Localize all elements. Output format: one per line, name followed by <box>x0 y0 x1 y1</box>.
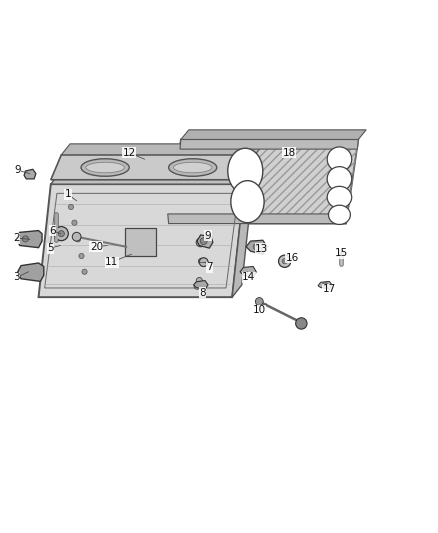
Circle shape <box>68 204 74 209</box>
Text: 13: 13 <box>255 244 268 254</box>
Polygon shape <box>169 140 358 223</box>
Circle shape <box>75 237 81 242</box>
Ellipse shape <box>86 162 124 173</box>
Circle shape <box>196 278 202 284</box>
Circle shape <box>72 232 81 241</box>
Polygon shape <box>246 240 267 254</box>
Text: 1: 1 <box>64 189 71 199</box>
Text: 6: 6 <box>49 225 56 236</box>
Circle shape <box>279 255 291 268</box>
Ellipse shape <box>327 147 352 172</box>
Ellipse shape <box>169 159 217 176</box>
Text: 8: 8 <box>199 288 206 298</box>
Circle shape <box>72 220 77 225</box>
Ellipse shape <box>231 181 264 223</box>
Circle shape <box>194 283 200 289</box>
Text: 3: 3 <box>13 272 20 282</box>
Circle shape <box>196 238 205 247</box>
Circle shape <box>22 236 28 242</box>
Ellipse shape <box>228 148 263 194</box>
Text: 9: 9 <box>205 231 212 241</box>
Text: 20: 20 <box>90 242 103 252</box>
Circle shape <box>82 269 87 274</box>
Text: 17: 17 <box>323 284 336 294</box>
Polygon shape <box>17 231 42 248</box>
Polygon shape <box>24 169 36 179</box>
Text: 11: 11 <box>105 257 118 267</box>
Text: 15: 15 <box>335 248 348 259</box>
Circle shape <box>58 231 64 237</box>
Polygon shape <box>180 140 358 149</box>
Polygon shape <box>181 130 366 140</box>
Ellipse shape <box>173 162 212 173</box>
Circle shape <box>198 258 205 264</box>
Text: 2: 2 <box>13 233 20 243</box>
Polygon shape <box>318 281 332 289</box>
Circle shape <box>54 227 68 241</box>
Circle shape <box>282 259 287 264</box>
Circle shape <box>65 190 71 196</box>
Polygon shape <box>51 172 254 184</box>
Polygon shape <box>51 155 255 180</box>
Text: 10: 10 <box>253 305 266 316</box>
Text: 9: 9 <box>14 165 21 175</box>
Circle shape <box>199 258 208 266</box>
Ellipse shape <box>327 187 352 208</box>
Text: 14: 14 <box>242 272 255 282</box>
Polygon shape <box>61 144 264 155</box>
Ellipse shape <box>327 167 352 191</box>
Circle shape <box>200 238 207 245</box>
Polygon shape <box>18 263 44 281</box>
Text: 12: 12 <box>123 148 136 158</box>
Circle shape <box>253 244 259 250</box>
Ellipse shape <box>81 159 129 176</box>
Circle shape <box>255 297 263 305</box>
Polygon shape <box>197 235 213 248</box>
Circle shape <box>79 253 84 259</box>
Circle shape <box>296 318 307 329</box>
Polygon shape <box>125 228 156 256</box>
Text: 5: 5 <box>47 243 54 253</box>
Circle shape <box>322 282 328 287</box>
Polygon shape <box>39 184 244 297</box>
Text: 7: 7 <box>206 262 213 272</box>
Circle shape <box>198 240 203 245</box>
Polygon shape <box>232 172 254 297</box>
Text: 16: 16 <box>286 253 299 263</box>
Polygon shape <box>168 214 346 223</box>
Text: 18: 18 <box>283 148 296 158</box>
Polygon shape <box>194 280 208 289</box>
Ellipse shape <box>328 205 350 224</box>
Polygon shape <box>240 266 256 278</box>
